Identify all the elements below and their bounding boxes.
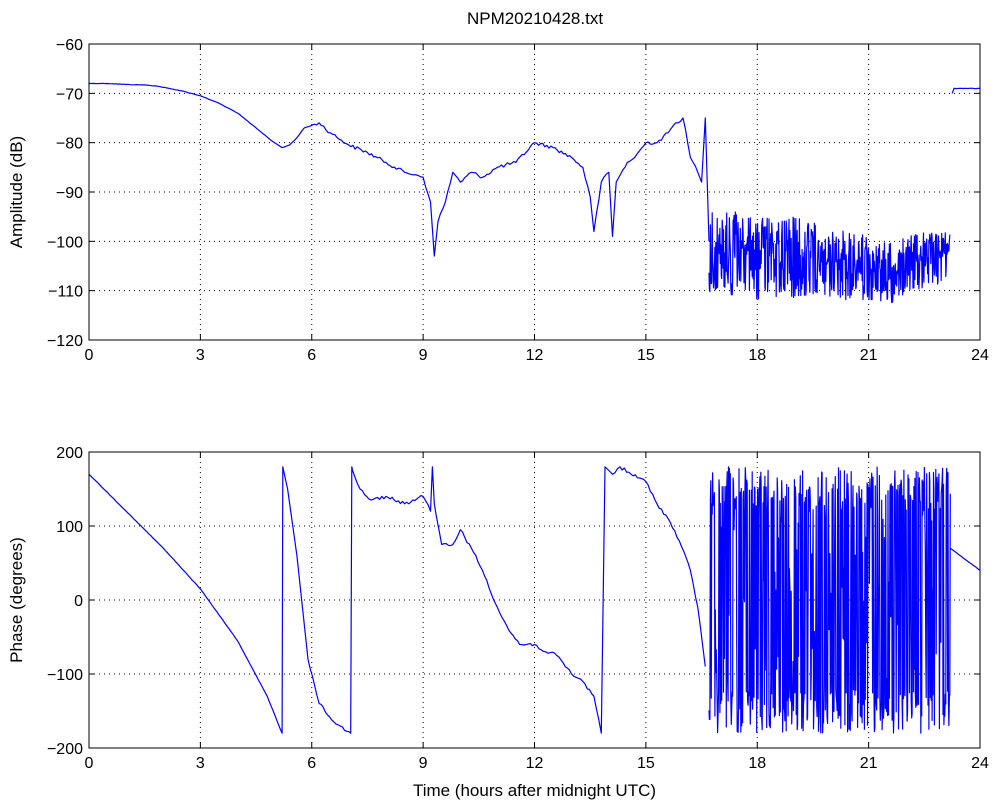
x-tick-label: 9: [419, 347, 428, 364]
y-tick-label: −80: [56, 136, 83, 153]
x-tick-label: 24: [971, 347, 989, 364]
series-line: [708, 211, 951, 304]
x-tick-label: 18: [748, 755, 766, 772]
y-tick-label: −110: [48, 284, 83, 301]
y-tick-label: −70: [56, 86, 83, 103]
y-tick-label: 200: [56, 445, 83, 462]
y-tick-label: 0: [74, 593, 83, 610]
x-tick-label: 24: [971, 755, 989, 772]
x-tick-label: 21: [860, 755, 878, 772]
x-tick-label: 21: [860, 347, 878, 364]
series-line: [89, 82, 710, 257]
y-axis-label: Amplitude (dB): [7, 136, 26, 248]
y-tick-label: −120: [47, 333, 83, 350]
x-tick-label: 3: [196, 347, 205, 364]
series-line: [708, 466, 951, 734]
x-tick-label: 6: [307, 755, 316, 772]
series-line: [951, 87, 980, 94]
x-tick-label: 15: [637, 755, 655, 772]
x-tick-label: 12: [526, 755, 544, 772]
x-tick-label: 15: [637, 347, 655, 364]
x-tick-label: 6: [307, 347, 316, 364]
y-tick-label: 100: [56, 519, 83, 536]
x-tick-label: 0: [85, 755, 94, 772]
x-tick-label: 3: [196, 755, 205, 772]
chart-title: NPM20210428.txt: [467, 9, 603, 28]
series-line: [88, 466, 706, 734]
y-tick-label: −60: [56, 37, 83, 54]
y-tick-label: −200: [47, 741, 83, 758]
x-tick-label: 12: [526, 347, 544, 364]
phase-panel: 0 3 6 9 12 15 18 21 24 −200 −100 0 100 200 Phase (degr…: [7, 445, 989, 800]
x-axis-label: Time (hours after midnight UTC): [413, 781, 656, 800]
y-tick-label: −100: [47, 667, 83, 684]
amplitude-panel: 0 3 6 9 12 15 18 21 24 −120 −110 −100 −90 −80 −70 −60 Am…: [7, 37, 989, 364]
x-tick-label: 9: [419, 755, 428, 772]
series-line: [949, 547, 981, 571]
x-tick-label: 0: [85, 347, 94, 364]
y-tick-label: −90: [56, 185, 83, 202]
x-tick-label: 18: [748, 347, 766, 364]
y-tick-label: −100: [47, 234, 83, 251]
y-axis-label: Phase (degrees): [7, 537, 26, 663]
